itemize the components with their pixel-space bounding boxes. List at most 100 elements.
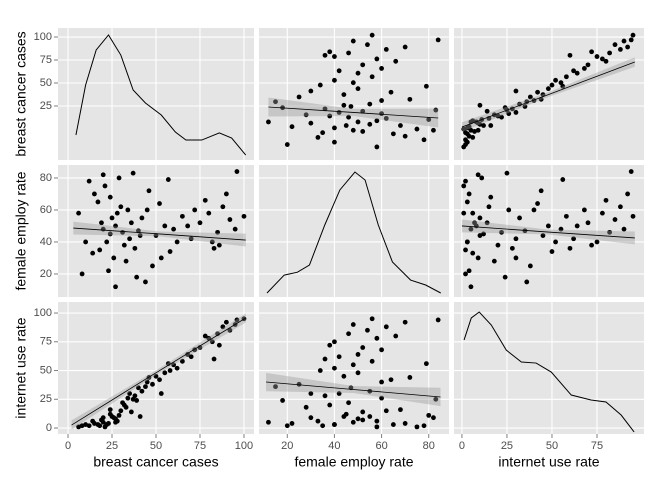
- y-tick-label: 100: [34, 31, 52, 43]
- y-axis-title: female employ rate: [13, 171, 29, 290]
- point: [232, 226, 238, 232]
- point: [350, 419, 356, 425]
- point: [216, 242, 222, 248]
- point: [365, 42, 370, 48]
- fit-line: [461, 61, 635, 128]
- point: [618, 204, 623, 210]
- point: [625, 44, 631, 50]
- point: [144, 379, 150, 385]
- panel-content: [58, 165, 254, 297]
- point: [535, 89, 540, 95]
- point: [137, 414, 143, 419]
- point: [475, 172, 481, 178]
- point: [185, 223, 191, 229]
- y-tick-label: 40: [40, 236, 52, 248]
- point: [327, 342, 333, 348]
- point: [463, 178, 468, 184]
- point: [104, 239, 110, 245]
- point: [86, 178, 92, 184]
- panel-content: [454, 165, 644, 297]
- point: [350, 322, 356, 327]
- point: [315, 135, 321, 140]
- point: [209, 239, 215, 245]
- point: [477, 215, 483, 221]
- point: [435, 37, 441, 43]
- point: [374, 335, 380, 341]
- point: [153, 233, 159, 238]
- point: [125, 207, 131, 213]
- point: [374, 424, 380, 430]
- point: [322, 52, 328, 58]
- point: [563, 213, 569, 219]
- point: [355, 70, 361, 76]
- point: [545, 223, 551, 229]
- point: [336, 391, 342, 396]
- point: [567, 52, 573, 58]
- x-axis-title: internet use rate: [498, 454, 599, 470]
- point: [157, 201, 162, 206]
- point: [468, 127, 474, 133]
- point: [92, 191, 97, 197]
- point: [423, 361, 429, 367]
- point: [111, 415, 117, 421]
- panel: [454, 302, 644, 434]
- point: [289, 421, 295, 426]
- point: [346, 400, 351, 406]
- point: [360, 62, 366, 68]
- point: [127, 391, 133, 396]
- point: [211, 356, 217, 362]
- point: [327, 402, 333, 408]
- point: [284, 423, 290, 429]
- point: [585, 62, 591, 68]
- point: [383, 47, 389, 52]
- point: [157, 377, 162, 383]
- point: [136, 228, 141, 234]
- point: [346, 50, 351, 56]
- point: [76, 210, 81, 216]
- point: [241, 213, 247, 219]
- point: [113, 419, 118, 425]
- point: [202, 333, 208, 339]
- point: [153, 373, 159, 379]
- fit-line: [268, 106, 439, 119]
- point: [360, 129, 366, 134]
- point: [502, 105, 508, 111]
- fit-line: [73, 227, 246, 241]
- point: [612, 42, 618, 48]
- panel-content: [259, 28, 449, 160]
- point: [594, 239, 600, 245]
- point: [348, 104, 354, 109]
- point: [360, 108, 366, 114]
- point: [121, 242, 127, 248]
- point: [563, 74, 569, 80]
- point: [481, 231, 486, 237]
- point: [327, 113, 333, 119]
- point: [308, 88, 314, 94]
- point: [130, 170, 136, 176]
- panel-content: [58, 28, 254, 160]
- x-tick-label: 60: [375, 440, 387, 452]
- x-axis-title: female employ rate: [294, 454, 413, 470]
- point: [571, 236, 576, 242]
- point: [461, 210, 467, 216]
- point: [206, 210, 212, 216]
- point: [414, 424, 420, 430]
- point: [472, 129, 477, 134]
- point: [486, 204, 492, 210]
- point: [506, 111, 512, 117]
- point: [134, 398, 140, 403]
- point: [332, 139, 337, 145]
- point: [350, 38, 356, 44]
- point: [477, 233, 483, 238]
- x-tick-label: 25: [501, 440, 513, 452]
- point: [167, 368, 173, 373]
- point: [472, 220, 477, 226]
- point: [332, 422, 337, 427]
- point: [621, 38, 627, 44]
- point: [531, 207, 537, 213]
- point: [171, 362, 176, 368]
- point: [209, 339, 215, 345]
- point: [560, 83, 566, 89]
- point: [402, 133, 408, 139]
- point: [594, 54, 600, 59]
